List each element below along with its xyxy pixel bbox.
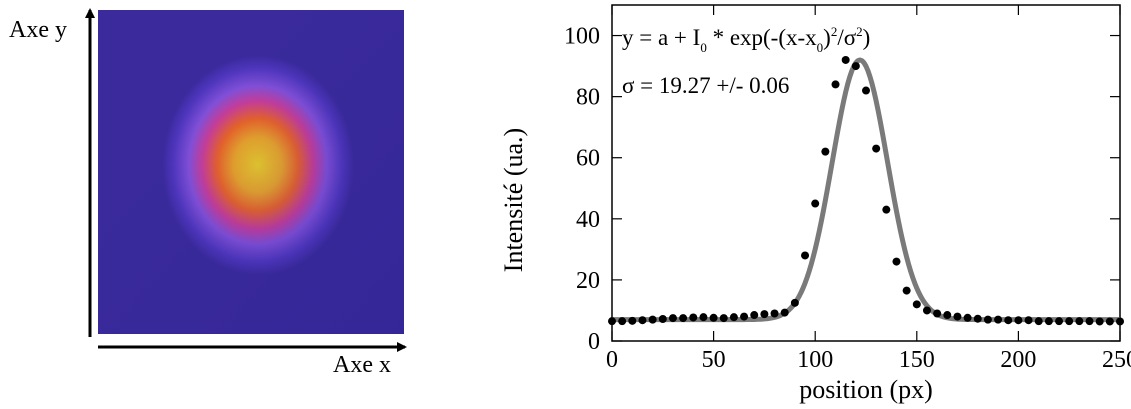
- data-point: [770, 309, 779, 318]
- formula-end: ): [863, 25, 871, 50]
- data-point: [679, 314, 688, 323]
- data-point: [709, 313, 718, 322]
- formula-prefix: y = a + I: [622, 25, 700, 50]
- data-point: [801, 251, 810, 260]
- data-point: [983, 315, 992, 324]
- data-point: [780, 308, 789, 317]
- data-point: [1095, 317, 1104, 326]
- data-point: [750, 311, 759, 320]
- data-point: [1024, 316, 1033, 325]
- data-point: [1004, 316, 1013, 325]
- data-point: [1034, 317, 1043, 326]
- data-point: [1085, 317, 1094, 326]
- data-point: [922, 306, 931, 315]
- data-point: [862, 86, 870, 95]
- y-axis-label: Axe y: [9, 17, 67, 43]
- formula-sub0: 0: [700, 40, 707, 55]
- formula-close: ): [823, 25, 831, 50]
- data-point: [953, 312, 962, 321]
- x-axis-title: position (px): [799, 375, 933, 404]
- data-point: [719, 314, 728, 323]
- x-axis-label: Axe x: [333, 352, 391, 378]
- data-point: [892, 257, 901, 266]
- x-tick-label: 200: [1000, 347, 1036, 373]
- data-point: [811, 199, 820, 208]
- data-point: [851, 62, 860, 71]
- data-point: [963, 313, 972, 322]
- data-point: [689, 313, 698, 322]
- y-axis-title: Intensité (ua.): [499, 128, 528, 272]
- data-point: [994, 315, 1003, 324]
- data-point: [882, 205, 891, 214]
- data-point: [821, 147, 830, 156]
- y-tick-label: 40: [576, 207, 600, 233]
- plot-frame: [611, 4, 1121, 342]
- data-point: [1116, 317, 1124, 326]
- formula-sup2: 2: [856, 24, 863, 39]
- data-point: [638, 316, 647, 325]
- data-point: [831, 80, 840, 89]
- data-point: [658, 315, 667, 324]
- formula-sup1: 2: [831, 24, 838, 39]
- x-tick-label: 150: [899, 347, 935, 373]
- y-tick-label: 60: [576, 146, 600, 172]
- x-tick-group: 050100150200250: [606, 5, 1131, 373]
- formula-sub1: 0: [817, 40, 824, 55]
- data-point: [760, 310, 769, 319]
- data-point: [841, 55, 850, 64]
- data-point: [872, 144, 881, 153]
- data-point: [740, 312, 749, 321]
- data-point: [1075, 317, 1084, 326]
- gaussian-fit-line: [611, 57, 1121, 323]
- series-layer: [608, 55, 1124, 326]
- data-point: [790, 298, 799, 307]
- formula-div: /σ: [837, 25, 856, 50]
- data-point: [902, 286, 911, 295]
- x-tick-label: 0: [606, 347, 618, 373]
- data-point: [699, 313, 708, 322]
- annotation-formula: y = a + I0 * exp(-(x-x0)2/σ2): [622, 24, 870, 55]
- data-point: [1065, 317, 1074, 326]
- y-tick-label: 20: [576, 268, 600, 294]
- x-tick-label: 250: [1102, 347, 1131, 373]
- data-point: [933, 309, 942, 318]
- data-point: [943, 311, 952, 320]
- data-point: [1105, 317, 1114, 326]
- data-point: [668, 314, 677, 323]
- data-point: [973, 314, 982, 323]
- data-point: [912, 300, 921, 309]
- formula-mid: * exp(-(x-x: [707, 25, 817, 50]
- beam-image-panel: Axe y Axe x: [9, 8, 407, 378]
- y-tick-label: 0: [588, 329, 600, 355]
- y-tick-label: 80: [576, 85, 600, 111]
- y-tick-label: 100: [564, 24, 600, 50]
- annotation-sigma: σ = 19.27 +/- 0.06: [622, 73, 789, 98]
- data-point: [729, 313, 738, 322]
- data-point: [1055, 317, 1064, 326]
- data-point: [608, 317, 616, 326]
- data-point: [628, 316, 637, 325]
- x-tick-label: 50: [702, 347, 726, 373]
- data-point: [648, 315, 657, 324]
- data-point: [1044, 317, 1053, 326]
- beam-image-shading: [98, 10, 404, 334]
- data-point: [1014, 316, 1023, 325]
- x-tick-label: 100: [797, 347, 833, 373]
- data-point: [618, 317, 627, 326]
